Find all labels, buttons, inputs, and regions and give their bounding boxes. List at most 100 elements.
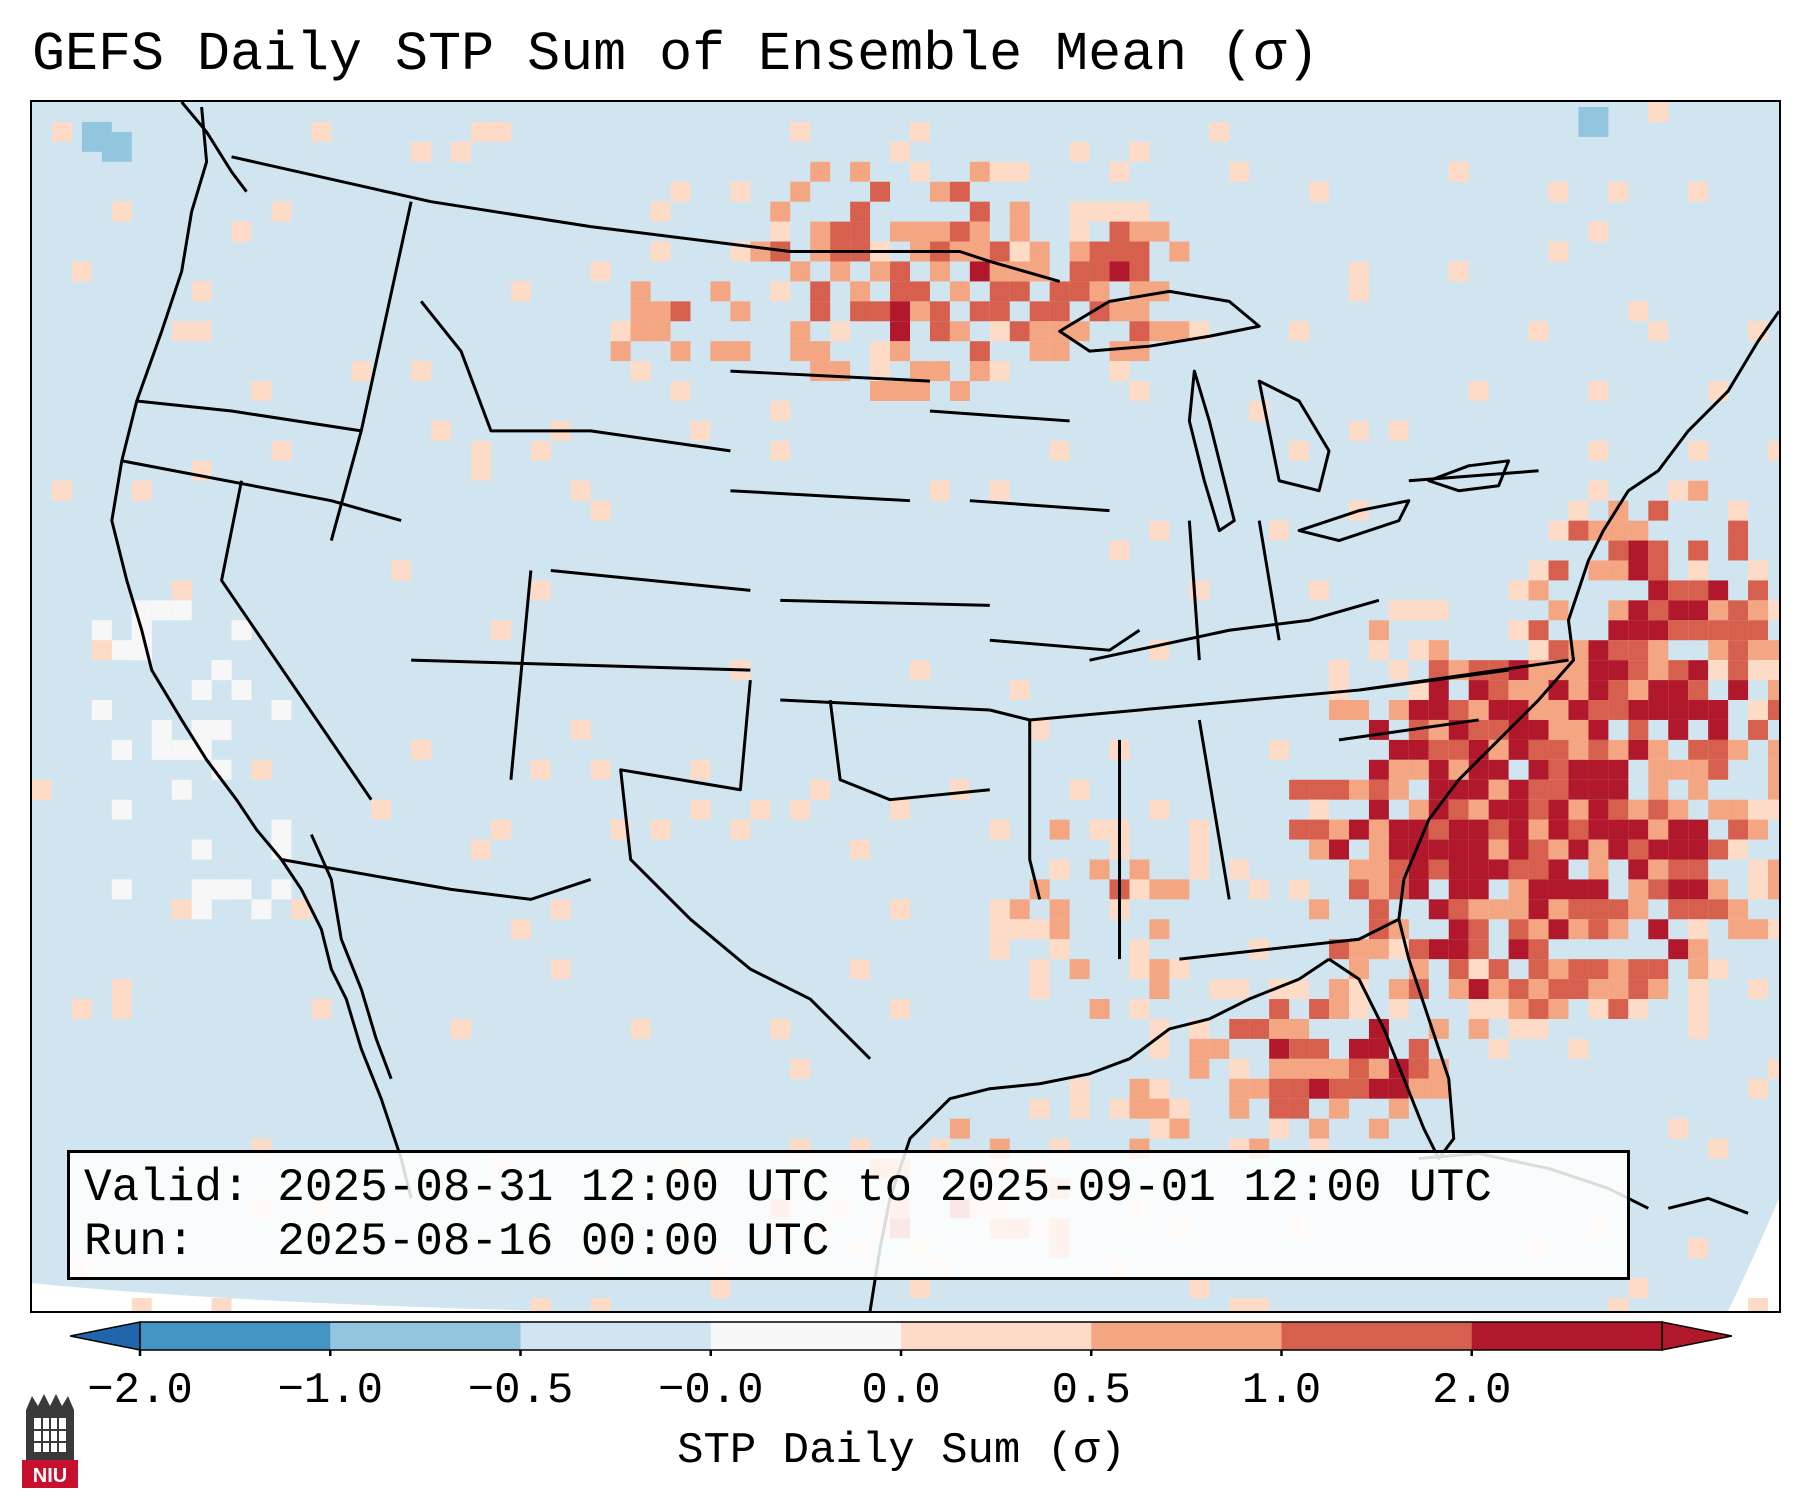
stp-cell bbox=[371, 799, 392, 820]
stp-cell bbox=[1528, 739, 1549, 760]
stp-cell bbox=[989, 241, 1010, 262]
stp-cell bbox=[1009, 221, 1030, 242]
stp-cell bbox=[1688, 879, 1709, 900]
va-nc bbox=[1358, 658, 1569, 692]
stp-cell bbox=[830, 261, 851, 282]
stp-cell bbox=[1748, 919, 1769, 940]
stp-cell bbox=[1588, 719, 1609, 740]
stp-cell bbox=[1548, 919, 1569, 940]
stp-cell bbox=[1329, 779, 1349, 800]
stp-cell bbox=[1408, 879, 1429, 900]
stp-cell bbox=[1129, 141, 1150, 162]
stp-cell bbox=[1708, 660, 1729, 681]
stp-cell bbox=[630, 1018, 651, 1039]
stp-cell bbox=[890, 221, 910, 242]
stp-cell bbox=[1348, 1038, 1369, 1059]
stp-cell bbox=[1468, 899, 1489, 920]
stp-cell bbox=[1408, 600, 1429, 621]
stp-cell bbox=[590, 261, 611, 282]
stp-cell bbox=[1408, 640, 1429, 661]
stp-cell bbox=[1049, 281, 1070, 302]
stp-cell bbox=[1129, 1098, 1150, 1119]
map-area[interactable] bbox=[30, 100, 1781, 1313]
stp-cell bbox=[1329, 939, 1349, 960]
stp-cell bbox=[191, 281, 212, 302]
stp-cell bbox=[929, 181, 950, 202]
stp-cell bbox=[1668, 859, 1689, 880]
stp-cell bbox=[1548, 959, 1569, 980]
stp-cell bbox=[1229, 1058, 1250, 1079]
stp-cell bbox=[1468, 739, 1489, 760]
stp-cell bbox=[1488, 1038, 1509, 1059]
colorbar-tick-label: −2.0 bbox=[87, 1366, 193, 1416]
stp-cell bbox=[1588, 480, 1609, 501]
stp-cell bbox=[251, 381, 272, 402]
stp-cell bbox=[1608, 660, 1629, 681]
stp-cell bbox=[1648, 500, 1669, 521]
lake-michigan bbox=[1187, 369, 1236, 533]
stp-cell bbox=[1448, 919, 1469, 940]
stp-cell bbox=[1608, 799, 1629, 820]
stp-cell bbox=[1269, 1118, 1290, 1139]
stp-cell bbox=[1728, 680, 1749, 701]
stp-cell bbox=[1668, 680, 1689, 701]
stp-cell bbox=[1368, 1118, 1389, 1139]
stp-cell bbox=[1388, 700, 1409, 720]
stp-cell bbox=[1089, 301, 1110, 322]
stp-cell bbox=[890, 321, 910, 342]
stp-cell bbox=[1009, 919, 1030, 940]
stp-cell bbox=[1269, 1078, 1290, 1099]
stp-cell bbox=[1089, 859, 1110, 880]
stp-cell bbox=[1488, 979, 1509, 1000]
stp-cell bbox=[1768, 759, 1779, 780]
stp-cell bbox=[650, 301, 671, 322]
stp-cell bbox=[1049, 440, 1070, 461]
stp-cell bbox=[1648, 620, 1669, 641]
stp-cell bbox=[1069, 141, 1090, 162]
stp-cell bbox=[1528, 919, 1549, 940]
stp-cell bbox=[1748, 640, 1769, 661]
stp-cell bbox=[1628, 680, 1649, 701]
stp-cell bbox=[1548, 979, 1569, 1000]
stp-cell bbox=[1149, 221, 1170, 242]
stp-cell bbox=[1468, 939, 1489, 960]
stp-cell bbox=[1528, 879, 1549, 900]
stp-cell bbox=[1029, 959, 1050, 980]
stp-cell bbox=[1249, 879, 1270, 900]
stp-cell bbox=[1428, 859, 1449, 880]
stp-cell bbox=[1508, 859, 1529, 880]
stp-cell-neutral bbox=[231, 620, 252, 641]
stp-cell bbox=[490, 819, 511, 840]
stp-cell bbox=[1448, 859, 1469, 880]
stp-cell bbox=[1229, 1018, 1250, 1039]
stp-cell bbox=[850, 221, 871, 242]
stp-cell bbox=[1368, 939, 1389, 960]
stp-cell bbox=[1508, 580, 1529, 601]
stp-cell bbox=[1648, 580, 1669, 601]
stp-cell bbox=[710, 281, 731, 302]
stp-cell bbox=[1189, 1038, 1210, 1059]
stp-cell bbox=[1728, 660, 1749, 681]
stp-cell bbox=[969, 221, 990, 242]
stp-cell bbox=[1009, 321, 1030, 342]
stp-cell bbox=[1628, 1278, 1649, 1299]
stp-cell bbox=[949, 221, 970, 242]
stp-cell-neutral bbox=[271, 879, 292, 900]
stp-cell bbox=[1688, 600, 1709, 621]
stp-cell bbox=[790, 321, 811, 342]
stp-cell-neutral bbox=[271, 819, 292, 840]
stp-cell bbox=[1768, 779, 1779, 800]
stp-cell bbox=[1628, 739, 1649, 760]
stp-cell bbox=[630, 321, 651, 342]
stp-cell bbox=[650, 241, 671, 262]
stp-cell bbox=[1289, 879, 1310, 900]
stp-cell bbox=[1309, 1058, 1330, 1079]
stp-cell bbox=[949, 1118, 970, 1139]
stp-cell bbox=[1089, 241, 1110, 262]
stp-cell bbox=[949, 181, 970, 202]
stp-cell bbox=[1608, 700, 1629, 720]
stp-cell bbox=[1468, 959, 1489, 980]
stp-cell bbox=[1568, 979, 1589, 1000]
stp-cell bbox=[1408, 799, 1429, 820]
stp-cell bbox=[1488, 839, 1509, 860]
